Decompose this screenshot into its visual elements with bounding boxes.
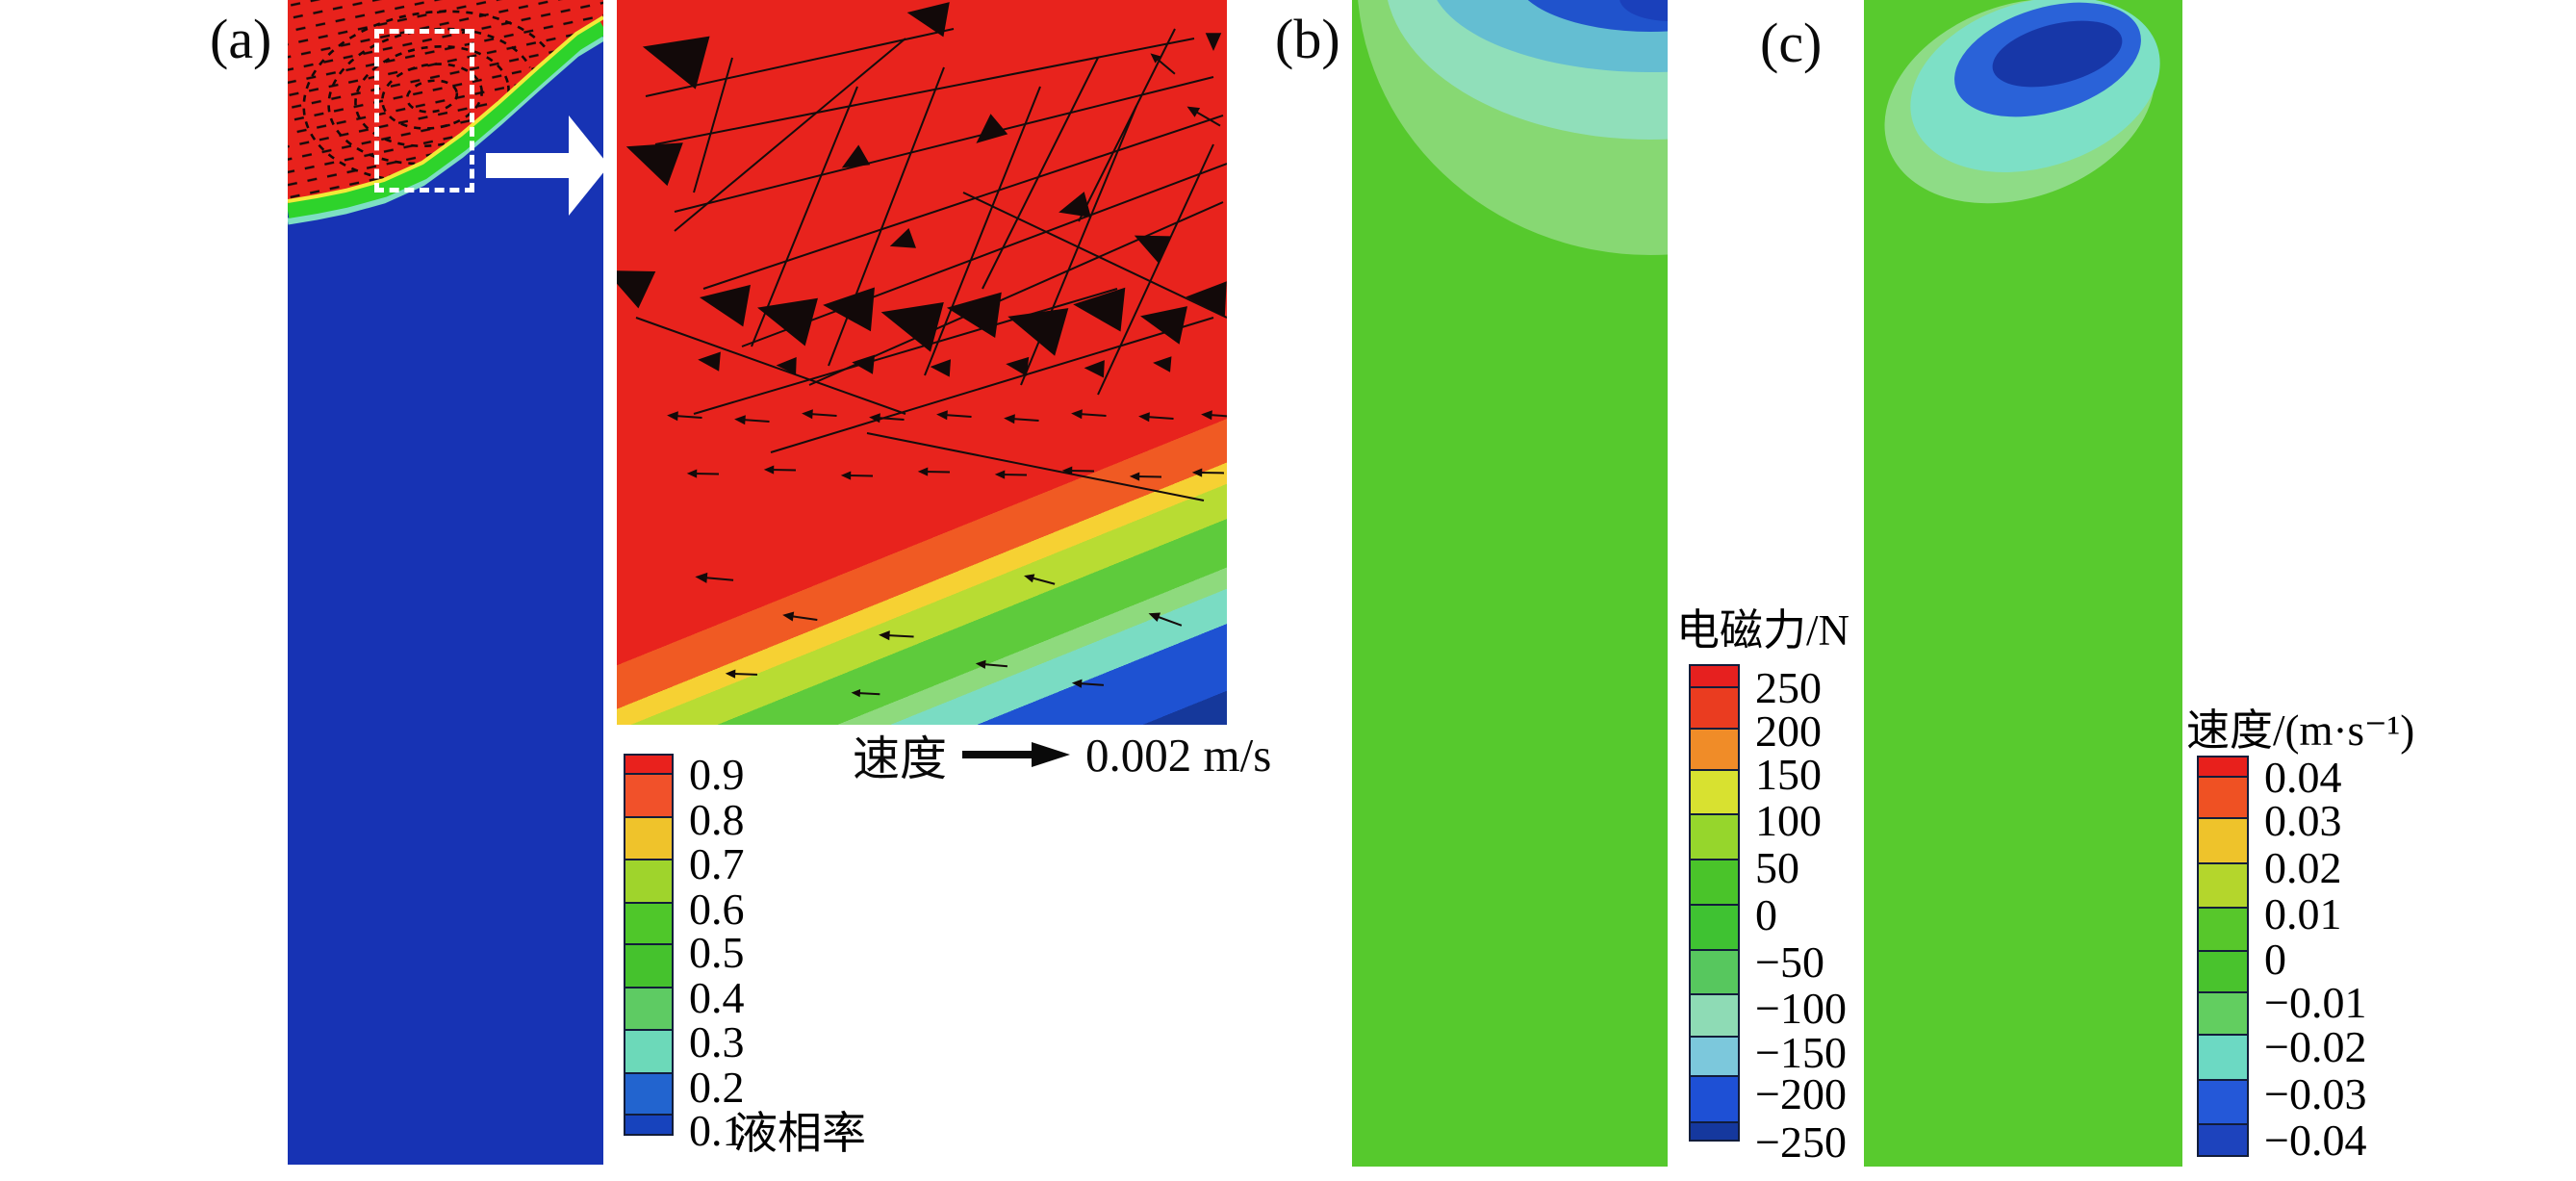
colorbar-segment (2197, 1079, 2249, 1125)
panel-b-label: (b) (1275, 8, 1340, 70)
liquid-fraction-field (288, 0, 603, 225)
colorbar-segment (1689, 904, 1740, 951)
colorbar-segment (1689, 1075, 1740, 1123)
colorbar-segment (1689, 686, 1740, 730)
vector-scale-label: 速度 (853, 732, 948, 785)
vector-scale-value: 0.002 m/s (1085, 728, 1272, 782)
colorbar-tick-label: 0.03 (2264, 796, 2342, 845)
colorbar-segment (1689, 859, 1740, 906)
panel-a-contour (288, 0, 603, 1165)
colorbar-segment (624, 754, 674, 775)
colorbar-tick-label: −0.04 (2264, 1116, 2367, 1165)
colorbar-tick-label: −200 (1755, 1069, 1847, 1118)
colorbar-tick-label: 0.8 (689, 795, 745, 844)
colorbar-tick-label: −0.03 (2264, 1069, 2367, 1118)
colorbar-tick-label: 0.1 (689, 1106, 745, 1155)
colorbar-tick-label: 0.9 (689, 750, 745, 799)
reference-arrow-icon (962, 742, 1071, 767)
colorbar-tick-label: 0.7 (689, 839, 745, 888)
zoom-region-box (374, 29, 474, 193)
panel-c-contour (1864, 0, 2182, 1167)
colorbar-segment (1689, 728, 1740, 771)
colorbar-tick-label: 0.6 (689, 885, 745, 934)
colorbar-a-title: 液相率 (733, 1109, 866, 1158)
colorbar-tick-label: 0.4 (689, 973, 745, 1022)
colorbar-tick-label: −150 (1755, 1028, 1847, 1077)
colorbar-segment (1689, 813, 1740, 860)
colorbar-segment (2197, 862, 2249, 909)
colorbar-c-title: 速度/(m·s⁻¹) (2186, 706, 2415, 755)
colorbar-tick-label: −0.02 (2264, 1022, 2367, 1071)
colorbar-segment (624, 859, 674, 904)
colorbar-tick-label: 0 (2264, 935, 2286, 984)
colorbar-liquid-fraction: 0.9 0.8 0.7 0.6 0.5 0.4 0.3 0.2 0.1 (624, 753, 745, 1153)
colorbar-segment (624, 1029, 674, 1074)
colorbar-segment (624, 816, 674, 860)
colorbar-segment (2197, 756, 2249, 778)
colorbar-tick-label: 0.02 (2264, 843, 2342, 892)
colorbar-segment (1689, 949, 1740, 995)
vector-scale-legend: 速度 0.002 m/s (853, 728, 1272, 785)
colorbar-segment (2197, 1034, 2249, 1081)
colorbar-segment (1689, 769, 1740, 815)
colorbar-segment (624, 943, 674, 988)
colorbar-segment (2197, 950, 2249, 993)
colorbar-tick-label: −50 (1755, 937, 1824, 987)
colorbar-b-title: 电磁力/N (1676, 606, 1850, 655)
colorbar-segment (2197, 907, 2249, 952)
colorbar-segment (2197, 776, 2249, 819)
colorbar-segment (1689, 993, 1740, 1038)
colorbar-tick-label: 250 (1755, 663, 1822, 712)
colorbar-tick-label: −250 (1755, 1117, 1847, 1167)
panel-a-label: (a) (210, 8, 272, 70)
colorbar-tick-label: 150 (1755, 750, 1822, 799)
colorbar-tick-label: 0.04 (2264, 753, 2342, 802)
colorbar-segment (624, 1072, 674, 1116)
colorbar-segment (1689, 664, 1740, 688)
colorbar-segment (624, 1114, 674, 1136)
colorbar-tick-label: 50 (1755, 843, 1799, 892)
panel-c-label: (c) (1760, 12, 1823, 74)
colorbar-tick-label: −0.01 (2264, 978, 2367, 1027)
panel-a-inset (617, 0, 1227, 725)
panel-b-contour (1352, 0, 1668, 1167)
velocity-vectors (617, 2, 1227, 698)
colorbar-segment (624, 987, 674, 1031)
colorbar-tick-label: −100 (1755, 984, 1847, 1033)
colorbar-segment (624, 773, 674, 818)
colorbar-segment (1689, 1121, 1740, 1142)
colorbar-tick-label: 0 (1755, 890, 1777, 939)
colorbar-segment (624, 902, 674, 945)
zoom-callout-arrow-icon (486, 116, 603, 216)
colorbar-tick-label: 200 (1755, 706, 1822, 756)
colorbar-tick-label: 0.5 (689, 928, 745, 977)
colorbar-tick-label: 0.2 (689, 1063, 745, 1112)
colorbar-segment (2197, 1123, 2249, 1157)
colorbar-segment (1689, 1036, 1740, 1077)
colorbar-tick-label: 100 (1755, 796, 1822, 845)
colorbar-tick-label: 0.3 (689, 1017, 745, 1066)
colorbar-tick-label: 0.01 (2264, 889, 2342, 938)
colorbar-emf: 250 200 150 100 50 0 −50 −100 −150 −200 −250 (1689, 664, 1847, 1165)
colorbar-segment (2197, 991, 2249, 1036)
colorbar-velocity: 0.04 0.03 0.02 0.01 0 −0.01 −0.02 −0.03 −0.04 (2197, 756, 2366, 1163)
colorbar-segment (2197, 817, 2249, 864)
